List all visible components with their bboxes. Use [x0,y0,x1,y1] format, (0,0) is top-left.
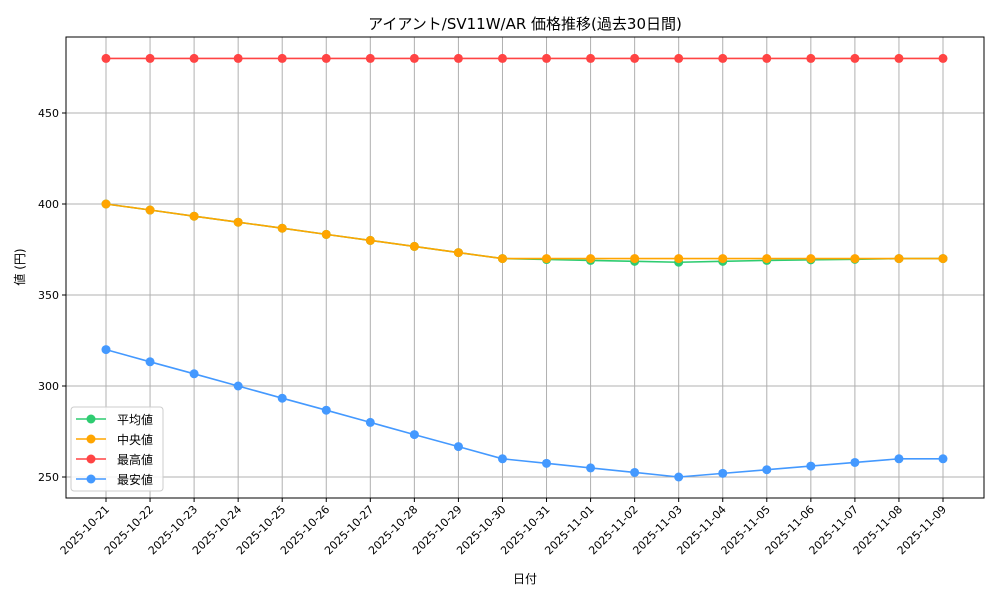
data-point [497,454,507,464]
data-point [321,229,331,239]
data-point [365,53,375,63]
data-point [674,53,684,63]
data-point [189,369,199,379]
data-point [718,53,728,63]
y-tick-label: 400 [38,198,59,211]
data-point [850,53,860,63]
data-point [365,235,375,245]
data-point [806,254,816,264]
data-point [762,254,772,264]
series-最安値 [101,345,948,482]
y-tick-label: 450 [38,107,59,120]
data-point [189,53,199,63]
data-point [718,468,728,478]
series-中央値 [101,199,948,264]
y-tick-label: 350 [38,289,59,302]
data-point [101,53,111,63]
data-point [497,254,507,264]
data-point [409,241,419,251]
data-point [233,381,243,391]
y-axis-label: 値 (円) [12,248,27,285]
plot-frame [65,36,985,499]
data-point [586,463,596,473]
data-point [542,254,552,264]
data-point [277,393,287,403]
y-tick-label: 250 [38,471,59,484]
data-point [277,53,287,63]
series-line [105,203,943,264]
data-point [938,254,948,264]
data-point [850,254,860,264]
data-point [894,53,904,63]
data-point [321,405,331,415]
data-point [586,53,596,63]
data-point [409,53,419,63]
legend-label: 中央値 [117,432,153,447]
legend-label: 最高値 [117,452,153,467]
data-point [321,53,331,63]
data-point [938,53,948,63]
data-point [542,53,552,63]
data-point [894,254,904,264]
data-point [630,467,640,477]
data-point [630,53,640,63]
data-point [938,454,948,464]
legend-marker [86,454,96,464]
legend-label: 平均値 [117,412,153,427]
data-point [762,53,772,63]
data-point [630,254,640,264]
data-point [586,254,596,264]
data-point [145,53,155,63]
data-point [409,430,419,440]
data-point [101,199,111,209]
data-point [674,254,684,264]
chart-title: アイアント/SV11W/AR 価格推移(過去30日間) [368,15,682,33]
data-point [365,417,375,427]
y-axis: 250 300 350 400 450 [38,107,66,484]
data-point [453,248,463,258]
data-point [233,217,243,227]
series-group [101,53,948,482]
data-point [453,442,463,452]
data-point [101,345,111,355]
legend-marker [86,474,96,484]
series-line [105,203,943,260]
legend-marker [86,414,96,424]
data-point [718,254,728,264]
data-point [145,357,155,367]
legend-box [70,406,164,492]
data-point [189,211,199,221]
legend-marker [86,434,96,444]
x-axis: 2025-10-212025-10-222025-10-232025-10-24… [58,498,949,557]
grid [66,37,984,498]
data-point [806,53,816,63]
data-point [762,465,772,475]
series-line [105,348,943,478]
data-point [233,53,243,63]
data-point [277,223,287,233]
data-point [894,454,904,464]
data-point [145,205,155,215]
data-point [806,461,816,471]
data-point [542,458,552,468]
legend-label: 最安値 [117,472,153,487]
data-point [497,53,507,63]
x-axis-label: 日付 [513,572,537,586]
y-tick-label: 300 [38,380,59,393]
data-point [850,457,860,467]
data-point [453,53,463,63]
data-point [674,472,684,482]
series-最高値 [101,53,948,63]
series-平均値 [101,199,948,267]
